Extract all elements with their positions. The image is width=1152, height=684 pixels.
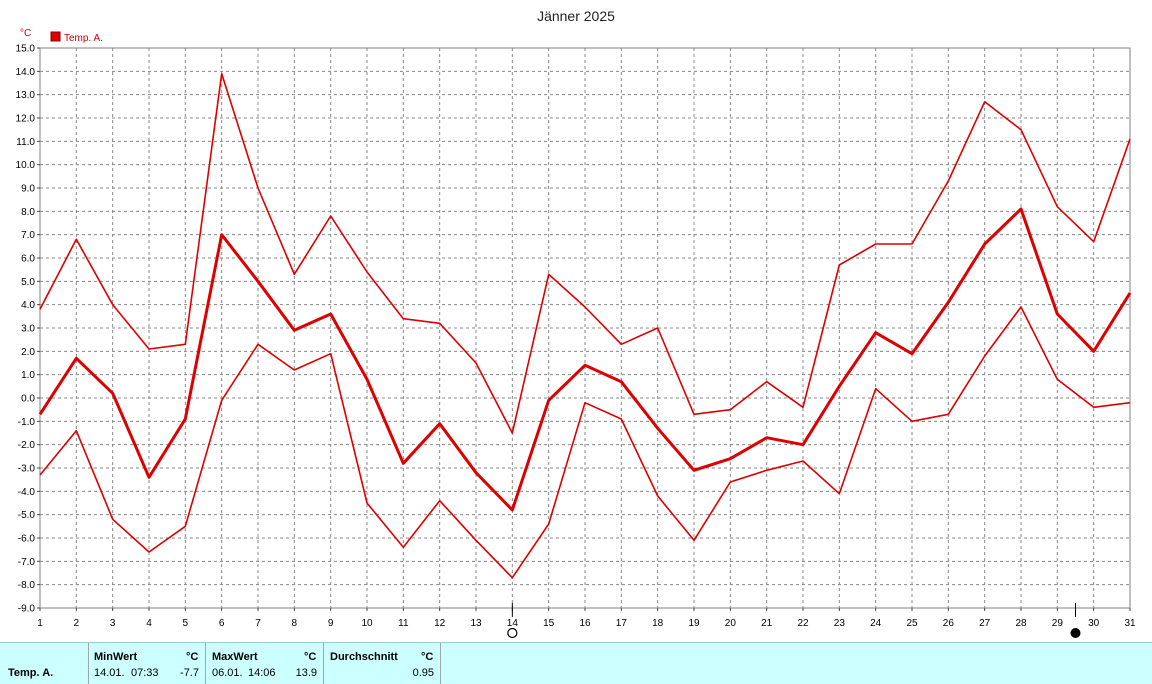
x-tick-label: 8 [292, 618, 298, 629]
avg-value: 0.95 [412, 667, 434, 679]
x-tick-label: 5 [183, 618, 189, 629]
stats-row-label: Temp. A. [8, 667, 54, 679]
y-tick-label: 7.0 [21, 230, 35, 241]
y-axis-unit: °C [20, 28, 31, 39]
y-tick-label: 9.0 [21, 184, 35, 195]
x-tick-label: 16 [579, 618, 591, 629]
y-tick-label: 4.0 [21, 300, 35, 311]
avg-unit: °C [421, 651, 434, 663]
avg-header: Durchschnitt [330, 651, 398, 663]
y-tick-label: 3.0 [21, 324, 35, 335]
x-tick-label: 26 [943, 618, 955, 629]
y-tick-label: -5.0 [18, 510, 36, 521]
series-line-mean [38, 207, 1132, 512]
y-tick-label: 0.0 [21, 394, 35, 405]
max-time: 14:06 [248, 667, 276, 679]
y-tick-label: 5.0 [21, 277, 35, 288]
x-tick-label: 23 [834, 618, 846, 629]
y-tick-label: 11.0 [16, 137, 35, 148]
legend-label: Temp. A. [64, 33, 103, 44]
x-tick-label: 27 [979, 618, 991, 629]
y-tick-label: 1.0 [21, 370, 35, 381]
x-tick-label: 4 [146, 618, 152, 629]
y-tick-label: -1.0 [18, 417, 36, 428]
series-line-min [39, 306, 1131, 579]
x-tick-label: 28 [1015, 618, 1027, 629]
min-time: 07:33 [131, 667, 159, 679]
stats-max-cell: MaxWert °C 06.01. 14:06 13.9 [206, 643, 324, 684]
temperature-chart: 15.014.013.012.011.010.09.08.07.06.05.04… [16, 8, 1136, 639]
x-tick-label: 17 [616, 618, 628, 629]
x-tick-label: 22 [797, 618, 809, 629]
max-header: MaxWert [212, 651, 258, 663]
max-unit: °C [304, 651, 317, 663]
x-tick-label: 19 [688, 618, 700, 629]
y-tick-label: 6.0 [21, 254, 35, 265]
chart-area: 15.0 14.0 13.0 12.0 11.0 10.0 9.0 8.0 7.0 6.0 5.0 4… [16, 8, 1136, 639]
stats-label-cell: Temp. A. [0, 643, 89, 684]
stats-avg-cell: Durchschnitt °C 0.95 [324, 643, 441, 684]
legend-swatch [50, 31, 61, 42]
max-value: 13.9 [295, 667, 317, 679]
x-tick-label: 24 [870, 618, 882, 629]
max-date: 06.01. [212, 667, 243, 679]
y-tick-label: 10.0 [16, 160, 36, 171]
x-tick-label: 30 [1088, 618, 1100, 629]
chart-title: Jänner 2025 [537, 8, 615, 24]
x-tick-label: 20 [725, 618, 737, 629]
y-tick-label: 15.0 [16, 44, 36, 55]
min-marker-circle [507, 627, 518, 639]
x-tick-label: 25 [906, 618, 918, 629]
x-tick-label: 3 [110, 618, 116, 629]
y-tick-label: -2.0 [18, 440, 36, 451]
min-unit: °C [186, 651, 199, 663]
min-header: MinWert [94, 651, 138, 663]
min-value: -7.7 [180, 667, 199, 679]
y-tick-label: -8.0 [18, 580, 36, 591]
y-tick-label: 14.0 [16, 67, 36, 78]
x-tick-label: 15 [543, 618, 555, 629]
x-tick-label: 7 [255, 618, 261, 629]
x-tick-label: 9 [328, 618, 334, 629]
y-tick-label: 13.0 [16, 90, 36, 101]
y-tick-label: -6.0 [18, 534, 36, 545]
series-line-max [39, 72, 1131, 434]
x-tick-label: 13 [470, 618, 482, 629]
y-tick-label: 8.0 [21, 207, 35, 218]
x-tick-label: 12 [434, 618, 446, 629]
max-marker-circle [1070, 628, 1081, 638]
y-tick-label: 12.0 [16, 114, 36, 125]
x-tick-label: 10 [361, 618, 373, 629]
y-tick-label: -7.0 [18, 557, 36, 568]
x-tick-label: 1 [37, 618, 43, 629]
x-tick-label: 11 [398, 618, 409, 629]
y-tick-label: -3.0 [18, 464, 36, 475]
x-tick-label: 6 [219, 618, 225, 629]
x-tick-label: 29 [1052, 618, 1064, 629]
statistics-bar: Temp. A. MinWert °C 14.01. 07:33 -7.7 Ma… [0, 642, 1152, 684]
x-tick-label: 21 [761, 618, 773, 629]
x-tick-label: 2 [74, 618, 80, 629]
y-tick-label: 2.0 [21, 347, 35, 358]
x-tick-label: 14 [507, 618, 519, 629]
x-tick-label: 18 [652, 618, 664, 629]
y-tick-label: -9.0 [18, 604, 36, 615]
stats-min-cell: MinWert °C 14.01. 07:33 -7.7 [89, 643, 206, 684]
y-tick-label: -4.0 [18, 487, 36, 498]
x-tick-label: 31 [1124, 618, 1136, 629]
min-date: 14.01. [94, 667, 125, 679]
